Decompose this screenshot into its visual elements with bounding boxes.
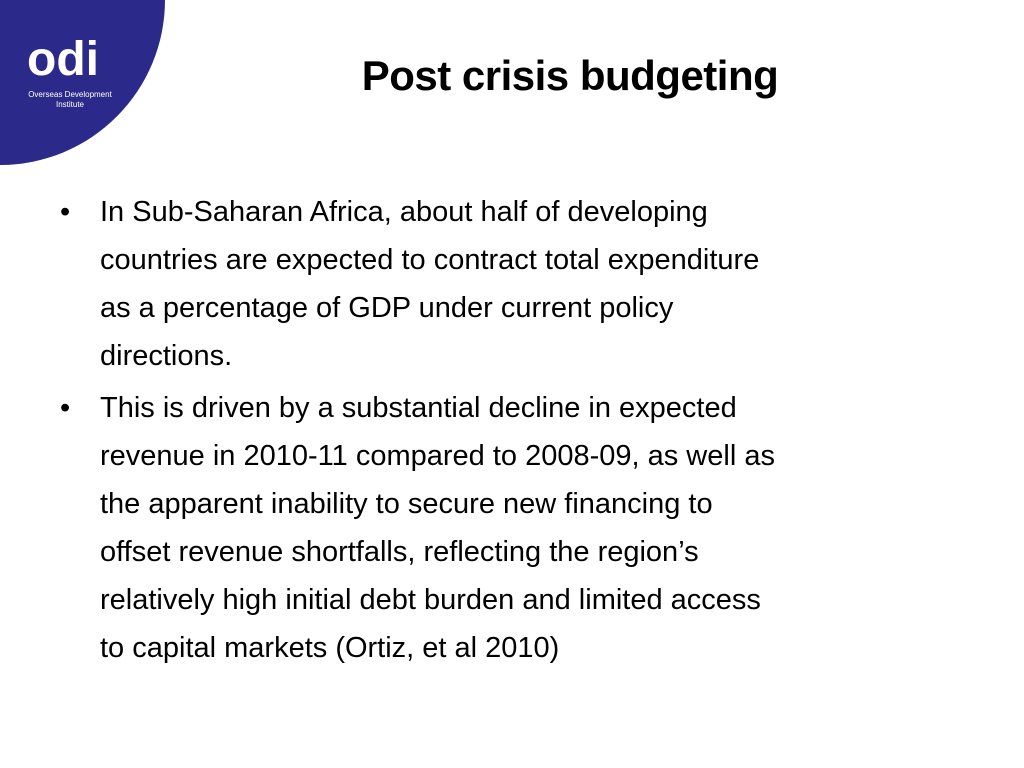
- bullet-list: In Sub-Saharan Africa, about half of dev…: [60, 188, 1010, 676]
- bullet-line: countries are expected to contract total…: [100, 244, 760, 276]
- bullet-line: directions.: [100, 340, 233, 372]
- bullet: This is driven by a substantial decline …: [60, 384, 1010, 672]
- bullet-line: as a percentage of GDP under current pol…: [100, 292, 674, 324]
- bullet-line: to capital markets (Ortiz, et al 2010): [100, 632, 560, 664]
- bullet: In Sub-Saharan Africa, about half of dev…: [60, 188, 1010, 380]
- logo-name: Overseas Development: [28, 90, 112, 99]
- slide-title: Post crisis budgeting: [361, 52, 779, 99]
- bullet-line: revenue in 2010-11 compared to 2008-09, …: [100, 440, 775, 472]
- logo-name: Institute: [56, 100, 85, 109]
- bullet-line: relatively high initial debt burden and …: [100, 584, 761, 616]
- logo-mark: odi: [27, 33, 99, 86]
- bullet-line: In Sub-Saharan Africa, about half of dev…: [100, 196, 708, 228]
- bullet-line: offset revenue shortfalls, reflecting th…: [100, 536, 699, 568]
- logo-background: [0, 0, 165, 165]
- bullet-line: the apparent inability to secure new fin…: [100, 488, 713, 520]
- bullet-line: This is driven by a substantial decline …: [100, 392, 737, 424]
- logo-badge: odi Overseas Development Institute: [0, 0, 165, 165]
